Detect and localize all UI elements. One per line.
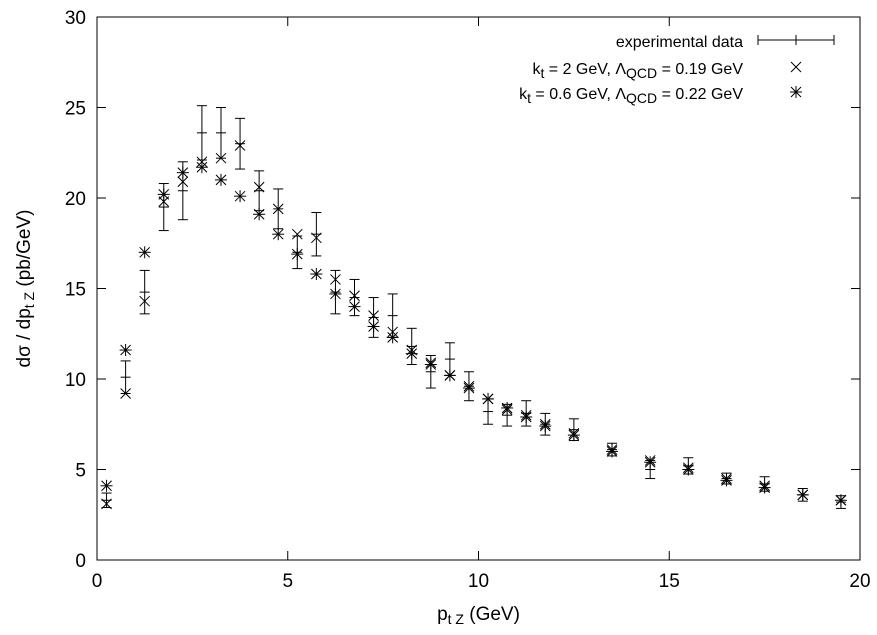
data-point-star <box>682 463 695 476</box>
y-tick-label: 5 <box>75 461 86 482</box>
data-point-star <box>234 190 247 203</box>
data-point-star <box>214 173 227 186</box>
y-tick-label: 20 <box>65 189 86 210</box>
data-point-star <box>405 347 418 360</box>
data-point-star <box>424 358 437 371</box>
cross-stroke <box>272 203 284 215</box>
data-point-cross <box>253 181 265 193</box>
legend-label: experimental data <box>616 34 743 51</box>
cross-stroke <box>291 228 303 240</box>
y-axis-title: dσ / dpt Z (pb/GeV) <box>14 210 37 368</box>
x-tick-label: 0 <box>92 571 103 592</box>
x-tick-label: 20 <box>849 571 870 592</box>
data-point-star <box>501 401 514 414</box>
data-point-star <box>348 300 361 313</box>
data-point-cross <box>311 232 322 244</box>
x-axis-title: pt Z (GeV) <box>437 604 520 627</box>
x-tick-label: 10 <box>468 571 489 592</box>
data-point-star <box>138 246 151 259</box>
data-point-star <box>119 344 132 357</box>
y-tick-label: 25 <box>65 99 86 120</box>
data-point-star <box>520 411 533 424</box>
data-point-cross <box>349 290 360 302</box>
x-tick-label: 5 <box>282 571 293 592</box>
cross-stroke <box>139 295 151 307</box>
data-point-cross <box>177 176 189 188</box>
legend-symbol-cross <box>790 61 802 73</box>
data-point-star <box>195 161 208 174</box>
data-point-star <box>272 228 285 241</box>
cross-stroke <box>349 290 360 302</box>
data-point-star <box>796 488 809 501</box>
data-point-star <box>291 248 304 261</box>
legend-label: kt = 2 GeV, ΛQCD = 0.19 GeV <box>532 61 743 81</box>
data-point-cross <box>215 152 227 164</box>
data-point-star <box>157 188 170 201</box>
cross-stroke <box>101 498 112 510</box>
data-point-cross <box>272 203 284 215</box>
data-point-cross <box>330 274 341 285</box>
data-point-errorbar <box>196 105 207 161</box>
data-point-star <box>310 268 323 281</box>
data-point-star <box>720 474 733 487</box>
data-point-star <box>100 479 113 492</box>
data-point-star <box>482 392 495 405</box>
axis-titles: pt Z (GeV) dσ / dpt Z (pb/GeV) <box>14 210 520 627</box>
cross-stroke <box>120 388 131 399</box>
data-point-star <box>367 320 380 333</box>
cross-stroke <box>368 310 379 322</box>
axes: 0 5 10 15 20 0 5 10 15 20 25 30 <box>65 8 871 592</box>
cross-stroke <box>177 176 189 188</box>
x-tick-label: 15 <box>659 571 680 592</box>
data-point-star <box>567 429 580 442</box>
cross-stroke <box>215 152 227 164</box>
plot-area <box>100 105 847 510</box>
legend-symbol-star <box>790 86 802 98</box>
data-point-star <box>834 494 847 507</box>
cross-stroke <box>234 140 246 151</box>
data-point-star <box>176 166 189 179</box>
data-point-cross <box>101 498 112 510</box>
data-point-cross <box>139 295 151 307</box>
legend: experimental data kt = 2 GeV, ΛQCD = 0.19… <box>519 34 835 106</box>
data-point-cross <box>120 388 131 399</box>
data-point-star <box>329 287 342 300</box>
legend-symbol-errorbar <box>757 35 835 45</box>
cross-stroke <box>330 274 341 285</box>
data-point-errorbar <box>235 117 246 170</box>
data-point-star <box>462 382 475 395</box>
data-point-star <box>386 331 399 344</box>
data-point-cross <box>291 228 303 240</box>
cross-stroke <box>253 181 265 193</box>
data-point-cross <box>368 310 379 322</box>
cross-stroke <box>790 61 802 73</box>
data-point-star <box>443 369 456 382</box>
data-point-star <box>758 481 771 494</box>
y-tick-label: 10 <box>65 370 86 391</box>
data-point-cross <box>234 140 246 151</box>
legend-label: kt = 0.6 GeV, ΛQCD = 0.22 GeV <box>519 86 743 106</box>
data-point-star <box>253 208 266 221</box>
y-tick-label: 30 <box>65 8 86 29</box>
series-star <box>100 161 847 507</box>
data-point-star <box>539 420 552 433</box>
cross-stroke <box>311 232 322 244</box>
data-point-star <box>606 445 619 458</box>
y-tick-label: 15 <box>65 280 86 301</box>
data-point-errorbar <box>139 269 150 315</box>
data-point-star <box>644 456 657 469</box>
y-tick-label: 0 <box>75 551 86 572</box>
